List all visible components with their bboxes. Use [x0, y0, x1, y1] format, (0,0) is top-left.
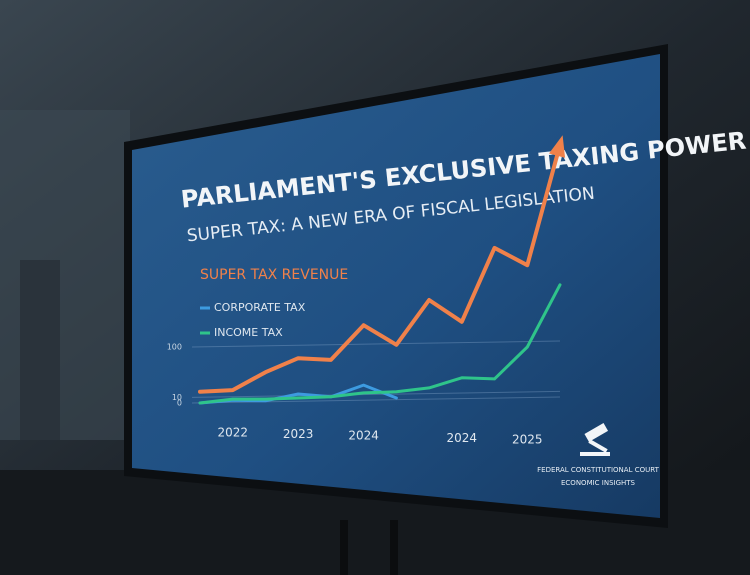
gavel-icon — [580, 423, 610, 456]
x-tick-label: 2024 — [348, 429, 379, 443]
city-building — [20, 260, 60, 440]
footer-text: FEDERAL CONSTITUTIONAL COURT — [537, 466, 659, 474]
footer-text: ECONOMIC INSIGHTS — [561, 479, 636, 487]
x-tick-label: 2022 — [217, 425, 248, 439]
grid-line — [191, 390, 561, 398]
x-tick-label: 2023 — [283, 427, 314, 441]
y-tick-label: 10 — [172, 393, 182, 402]
series-line — [198, 142, 562, 394]
y-tick-label: 0 — [177, 399, 182, 408]
y-tick-label: 100 — [167, 343, 182, 352]
x-tick-label: 2024 — [447, 431, 478, 445]
window — [0, 110, 130, 440]
x-tick-label: 2025 — [512, 433, 543, 447]
arrowhead — [549, 135, 566, 158]
legend-label: INCOME TAX — [214, 326, 283, 339]
legend-label: SUPER TAX REVENUE — [200, 267, 348, 283]
legend-label: CORPORATE TAX — [214, 301, 306, 314]
stand-pole — [340, 520, 348, 575]
stand-pole — [390, 520, 398, 575]
series-line — [198, 283, 562, 405]
grid-line — [191, 340, 561, 348]
